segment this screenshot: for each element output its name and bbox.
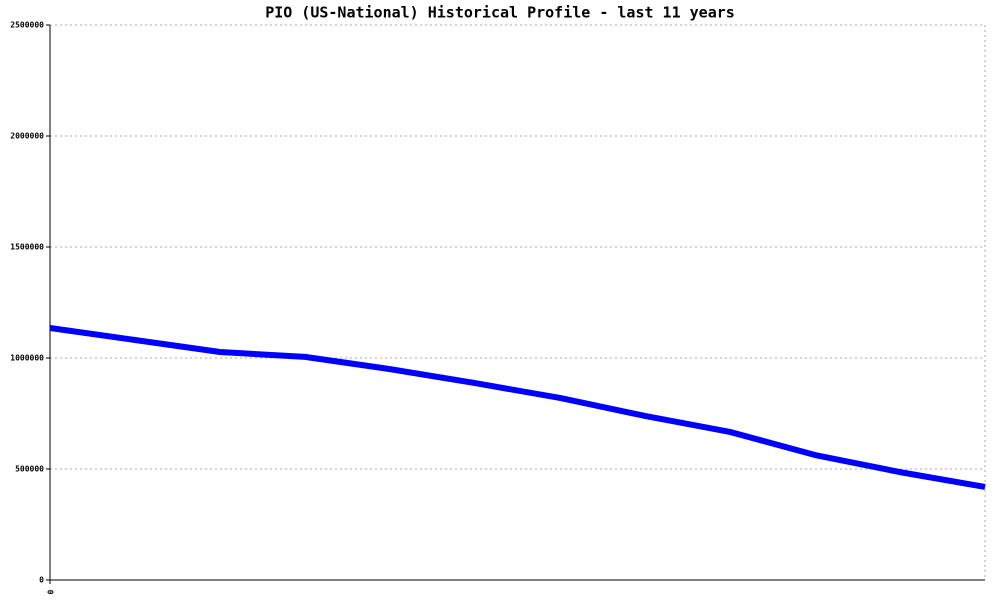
y-tick-label: 0 [39, 576, 44, 585]
y-tick-label: 2000000 [10, 132, 44, 141]
data-line [49, 325, 986, 490]
chart-title: PIO (US-National) Historical Profile - l… [265, 4, 735, 22]
y-tick-label: 1500000 [10, 243, 44, 252]
y-tick-label: 1000000 [10, 354, 44, 363]
y-tick-label: 2500000 [10, 21, 44, 30]
x-tick-label: 0 [46, 590, 55, 595]
y-tick-label: 500000 [15, 465, 44, 474]
